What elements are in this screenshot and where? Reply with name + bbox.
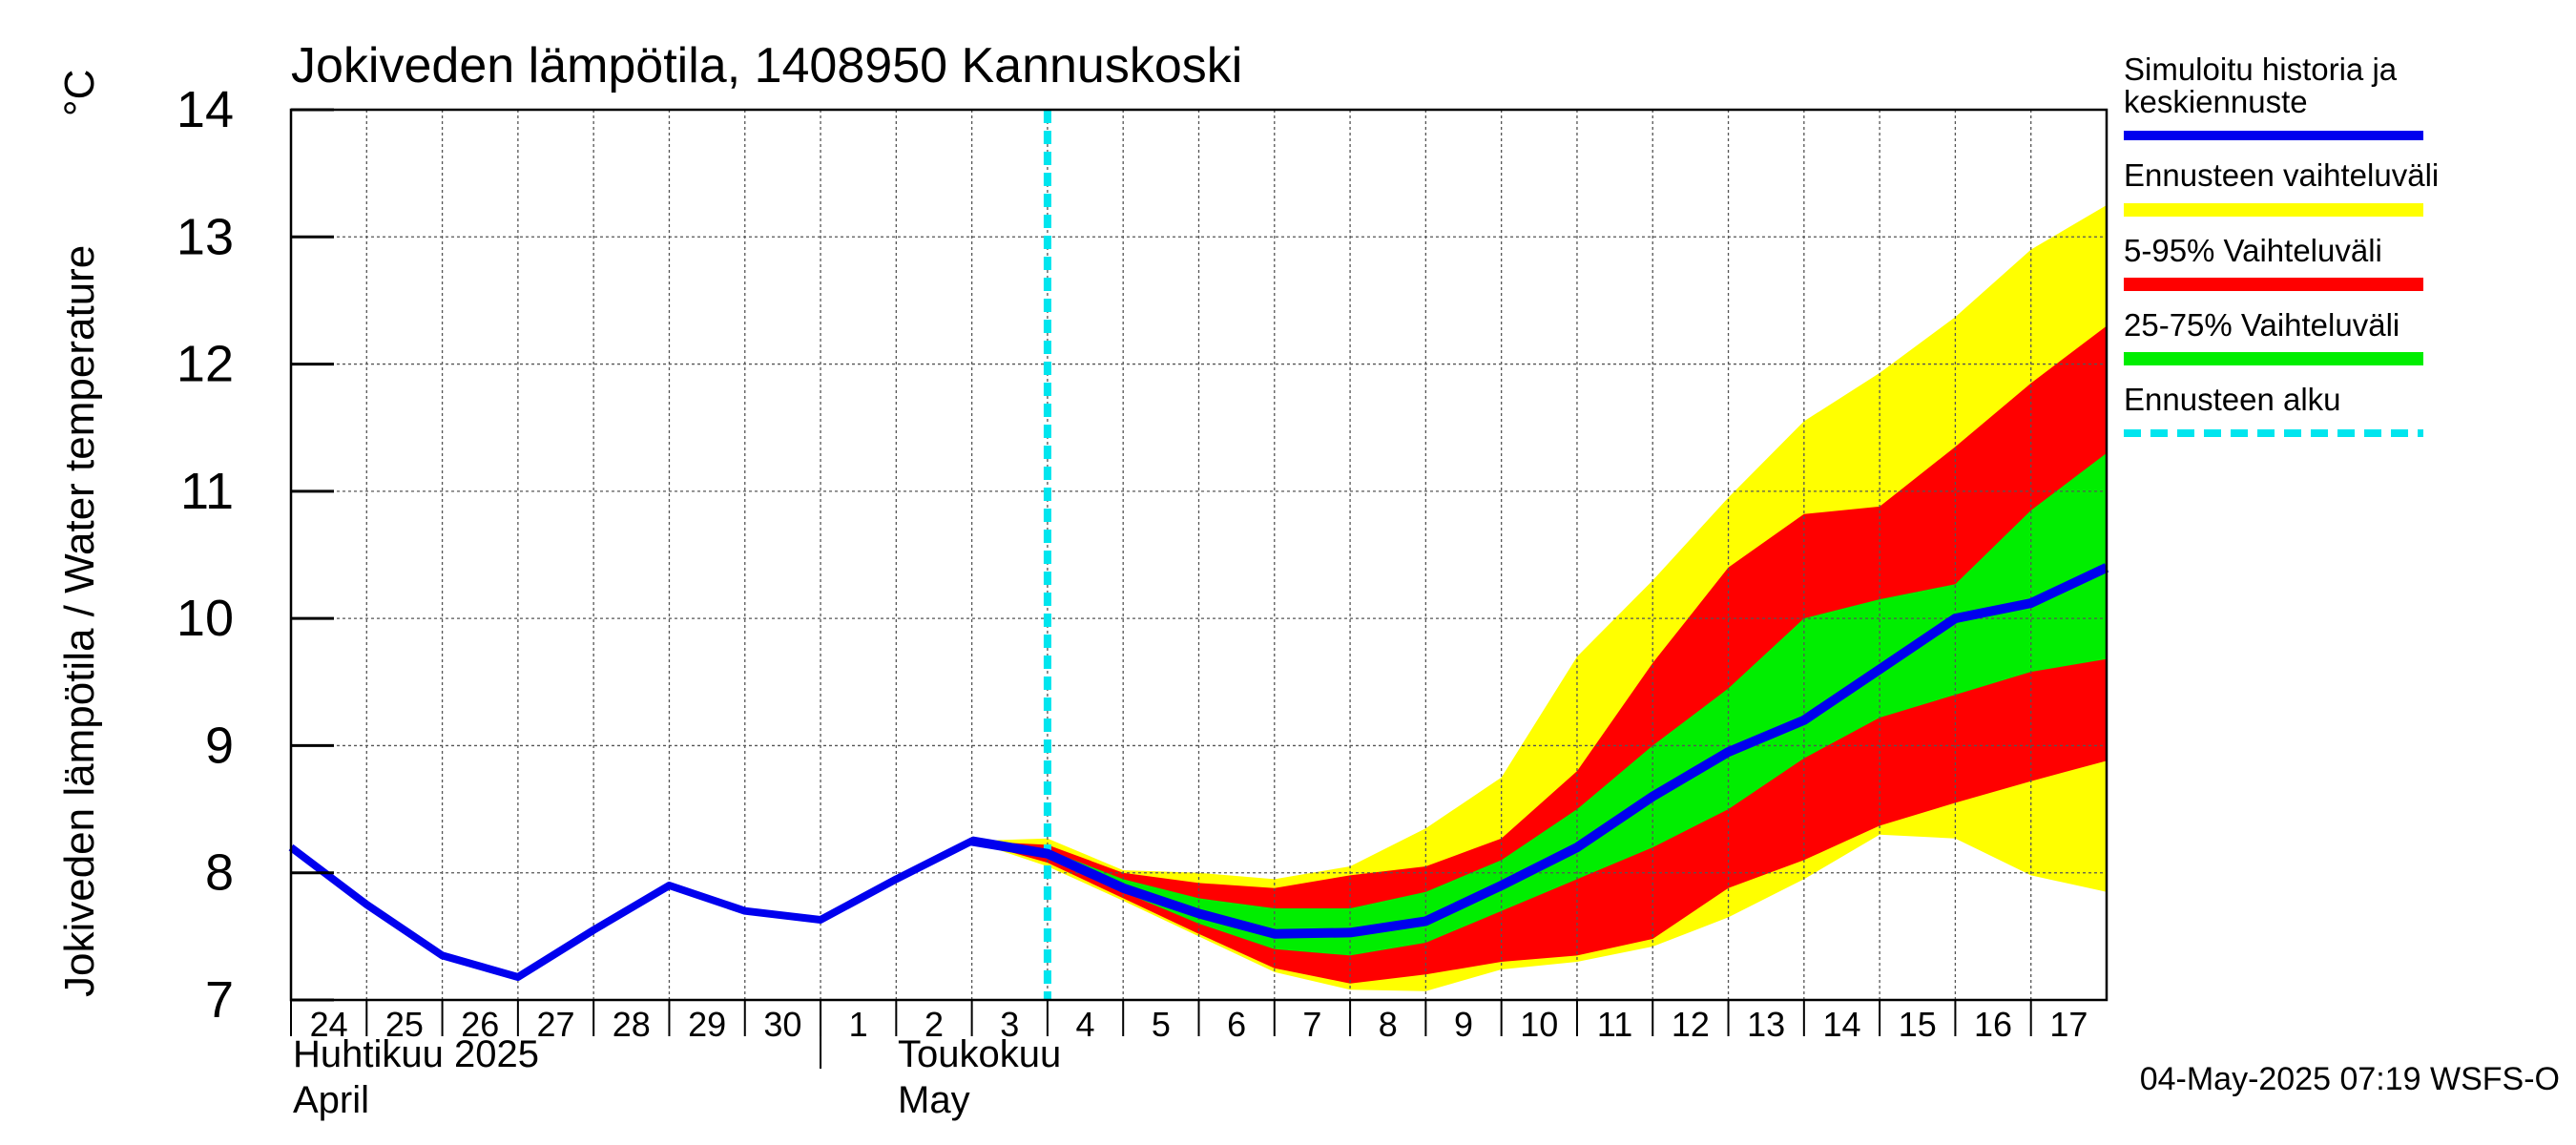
x-tick-label: 16 — [1974, 1005, 2012, 1044]
x-tick-label: 9 — [1454, 1005, 1473, 1044]
data-lines — [288, 110, 2109, 1000]
history-line — [288, 837, 1049, 981]
x-tick-label: 15 — [1899, 1005, 1937, 1044]
x-tick-label: 25 — [385, 1005, 424, 1044]
y-tick-label: 9 — [205, 717, 234, 774]
x-tick-label: 11 — [1597, 1005, 1632, 1044]
x-tick-label: 26 — [461, 1005, 499, 1044]
y-tick-label: 13 — [177, 208, 234, 265]
x-tick-label: 27 — [536, 1005, 574, 1044]
band-p5-p95 — [971, 325, 2107, 984]
band-p25-p75 — [971, 452, 2107, 956]
legend-label-p25-p75: 25-75% Vaihteluväli — [2124, 307, 2399, 343]
x-tick-label: 30 — [763, 1005, 801, 1044]
y-tick-label: 8 — [205, 844, 234, 902]
month-label-fi-april: Huhtikuu 2025 — [293, 1033, 539, 1075]
x-tick-label: 14 — [1822, 1005, 1860, 1044]
x-tick-label: 7 — [1302, 1005, 1321, 1044]
y-tick-label: 11 — [180, 463, 234, 520]
legend-label-history-line2: keskiennuste — [2124, 84, 2308, 119]
x-tick-label: 28 — [613, 1005, 651, 1044]
month-label-en-april: April — [293, 1079, 369, 1121]
x-tick-label: 4 — [1076, 1005, 1095, 1044]
x-tick-label: 8 — [1379, 1005, 1398, 1044]
y-tick-label: 12 — [177, 336, 234, 393]
x-tick-label: 24 — [310, 1005, 348, 1044]
legend-label-history-line1: Simuloitu historia ja — [2124, 52, 2398, 87]
y-tick-label: 7 — [205, 971, 234, 1029]
forecast-median-line — [970, 563, 2109, 939]
legend-label-forecast-start: Ennusteen alku — [2124, 382, 2341, 417]
legend-label-range: Ennusteen vaihteluväli — [2124, 157, 2439, 193]
legend: Simuloitu historia ja keskiennuste Ennus… — [2124, 52, 2439, 437]
x-tick-label: 17 — [2049, 1005, 2088, 1044]
x-tick-label: 29 — [688, 1005, 726, 1044]
x-tick-label: 6 — [1227, 1005, 1246, 1044]
x-tick-label: 12 — [1672, 1005, 1710, 1044]
y-axis-label: Jokiveden lämpötila / Water temperature — [56, 245, 103, 997]
x-tick-label: 13 — [1747, 1005, 1785, 1044]
x-tick-label: 3 — [1000, 1005, 1019, 1044]
chart-title: Jokiveden lämpötila, 1408950 Kannuskoski — [291, 38, 1242, 94]
x-tick-label: 5 — [1152, 1005, 1171, 1044]
timestamp: 04-May-2025 07:19 WSFS-O — [2140, 1061, 2560, 1097]
month-label-fi-may: Toukokuu — [898, 1033, 1061, 1075]
y-tick-label: 10 — [177, 590, 234, 647]
y-axis-unit: °C — [56, 70, 103, 116]
forecast-bands — [971, 205, 2107, 991]
y-tick-label: 14 — [177, 81, 234, 138]
x-tick-label: 2 — [924, 1005, 944, 1044]
x-tick-label: 10 — [1520, 1005, 1558, 1044]
legend-label-p5-p95: 5-95% Vaihteluväli — [2124, 233, 2382, 268]
x-tick-label: 1 — [849, 1005, 868, 1044]
month-label-en-may: May — [898, 1079, 970, 1121]
